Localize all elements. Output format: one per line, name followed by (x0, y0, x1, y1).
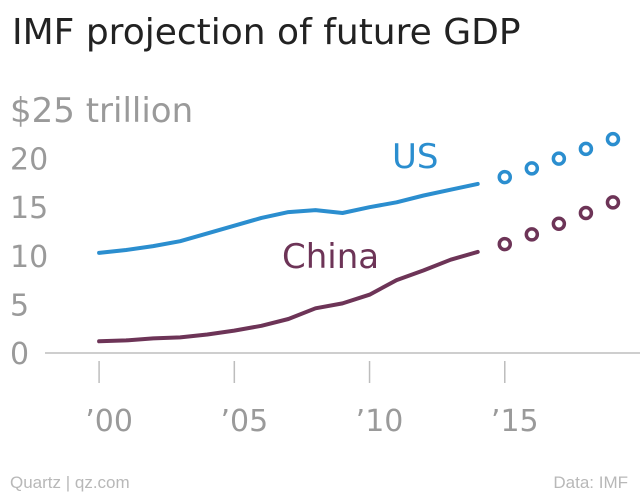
projection-point-us (578, 141, 594, 157)
y-axis-unit-label: $25 trillion (10, 91, 193, 131)
y-tick-label: 5 (10, 288, 29, 323)
projection-point-china (524, 227, 540, 242)
x-tick-label: ’10 (356, 404, 404, 439)
projection-point-us (551, 151, 567, 166)
x-tick-label: ’05 (220, 404, 268, 439)
chart-title: IMF projection of future GDP (12, 12, 521, 53)
series-layer (97, 131, 621, 344)
x-axis: ’00 ’05 ’10 ’15 (45, 352, 640, 439)
footer-data-source: Data: IMF (553, 473, 628, 492)
projection-point-china (551, 216, 567, 231)
footer-credit: Quartz | qz.com (10, 473, 130, 492)
projection-point-us (605, 131, 621, 147)
series-labels: US China (282, 137, 438, 277)
series-line-china (97, 249, 480, 344)
series-line-us (97, 181, 480, 255)
series-label-china: China (282, 237, 379, 277)
projection-point-us (497, 169, 513, 185)
series-label-us: US (392, 137, 438, 177)
projection-point-china (497, 236, 513, 252)
y-axis: $25 trillion 0 5 10 15 20 (10, 91, 193, 372)
y-tick-label: 0 (10, 337, 29, 372)
projection-point-china (578, 205, 594, 221)
x-tick-label: ’00 (85, 404, 133, 439)
projection-point-us (524, 161, 540, 176)
y-tick-label: 20 (10, 143, 48, 178)
y-tick-label: 15 (10, 191, 48, 226)
y-tick-label: 10 (10, 240, 48, 275)
projection-point-china (605, 195, 621, 210)
x-tick-label: ’15 (491, 404, 539, 439)
